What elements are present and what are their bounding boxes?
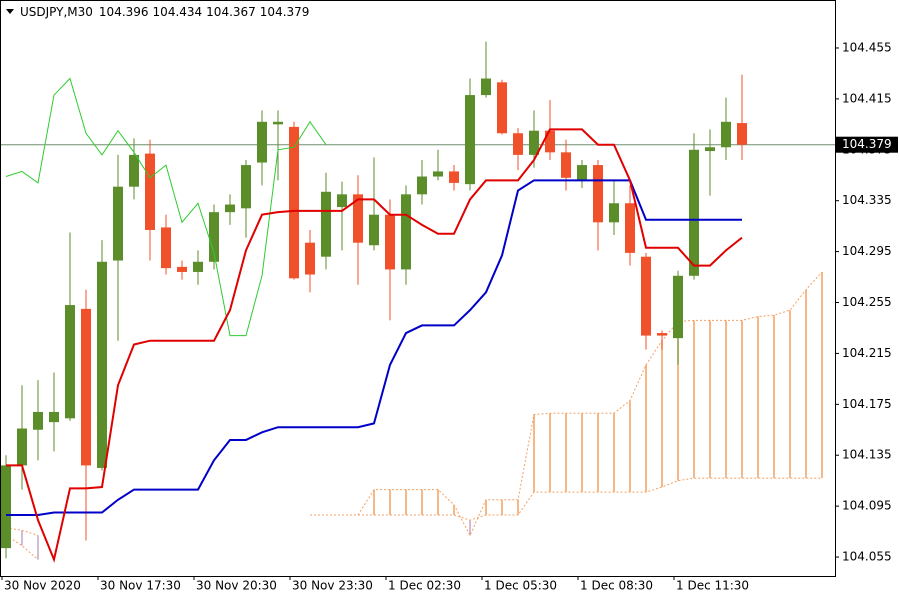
candle-body [385, 214, 395, 270]
candle-body [305, 242, 315, 275]
current-price-box [836, 136, 898, 153]
y-tick-label: 104.255 [842, 295, 892, 309]
x-tick-label: 1 Dec 11:30 [676, 579, 749, 593]
high: 104.434 [153, 5, 203, 19]
x-tick-label: 30 Nov 20:30 [196, 579, 277, 593]
candle-body [209, 212, 219, 262]
candle-body [129, 154, 139, 187]
x-tick-label: 30 Nov 17:30 [100, 579, 181, 593]
candle-body [529, 130, 539, 155]
y-tick-label: 104.295 [842, 244, 892, 258]
candle-body [465, 95, 475, 185]
candle-body [545, 130, 555, 153]
candle-body [17, 428, 27, 466]
candle-body [625, 203, 635, 253]
candle-body [273, 121, 283, 125]
candle-body [689, 149, 699, 276]
candle-body [113, 186, 123, 261]
candle-body [593, 165, 603, 223]
candle-body [417, 176, 427, 195]
candle-body [673, 275, 683, 339]
candle-body [561, 152, 571, 178]
candle-body [177, 266, 187, 272]
y-tick-label: 104.455 [842, 40, 892, 54]
candle-body [369, 214, 379, 246]
cloud-span [5, 477, 822, 536]
candle-body [353, 194, 363, 243]
y-tick-label: 104.135 [842, 448, 892, 462]
candle-body [257, 121, 267, 163]
x-tick-label: 1 Dec 02:30 [388, 579, 461, 593]
y-tick-label: 104.215 [842, 346, 892, 360]
y-tick-label: 104.335 [842, 193, 892, 207]
symbol: USDJPY,M30 [20, 5, 93, 19]
candle-body [49, 411, 59, 423]
candle-body [481, 78, 491, 96]
candle-body [1, 465, 11, 549]
candle-body [33, 411, 43, 430]
indicator-line [6, 179, 742, 517]
candle-body [337, 194, 347, 208]
indicator-line [5, 77, 327, 337]
candle-body [577, 165, 587, 181]
candle-body [513, 133, 523, 155]
candle-body [81, 308, 91, 466]
candle-body [721, 121, 731, 148]
current-price-label: 104.379 [842, 137, 892, 151]
candle-body [449, 171, 459, 183]
low: 104.367 [206, 5, 256, 19]
candle-body [737, 123, 747, 145]
open: 104.396 [99, 5, 149, 19]
candle-body [609, 203, 619, 223]
x-tick-label: 1 Dec 08:30 [580, 579, 653, 593]
x-tick-label: 30 Nov 2020 [4, 579, 81, 593]
candle-body [289, 126, 299, 279]
candle-body [193, 261, 203, 272]
plot-frame [0, 0, 836, 577]
x-tick-label: 1 Dec 05:30 [484, 579, 557, 593]
y-tick-label: 104.415 [842, 91, 892, 105]
candle-body [145, 153, 155, 230]
candle-body [65, 305, 75, 419]
candle-body [433, 171, 443, 177]
menu-icon[interactable] [6, 9, 14, 14]
header: USDJPY,M30 104.396 104.434 104.367 104.379 [20, 5, 309, 19]
cloud-span [5, 271, 823, 560]
candle-body [705, 147, 715, 152]
x-tick-label: 30 Nov 23:30 [292, 579, 373, 593]
indicator-line [6, 128, 743, 563]
close: 104.379 [260, 5, 310, 19]
candle-body [161, 227, 171, 269]
candle-body [241, 165, 251, 209]
plot-area [0, 41, 835, 563]
candle-body [97, 261, 107, 468]
y-tick-label: 104.095 [842, 499, 892, 513]
y-tick-label: 104.055 [842, 550, 892, 564]
candle-body [657, 333, 667, 336]
y-tick-label: 104.175 [842, 397, 892, 411]
candle-body [225, 204, 235, 213]
candle-body [641, 256, 651, 336]
candle-body [497, 82, 507, 134]
candle-body [321, 191, 331, 257]
candle-body [401, 194, 411, 270]
